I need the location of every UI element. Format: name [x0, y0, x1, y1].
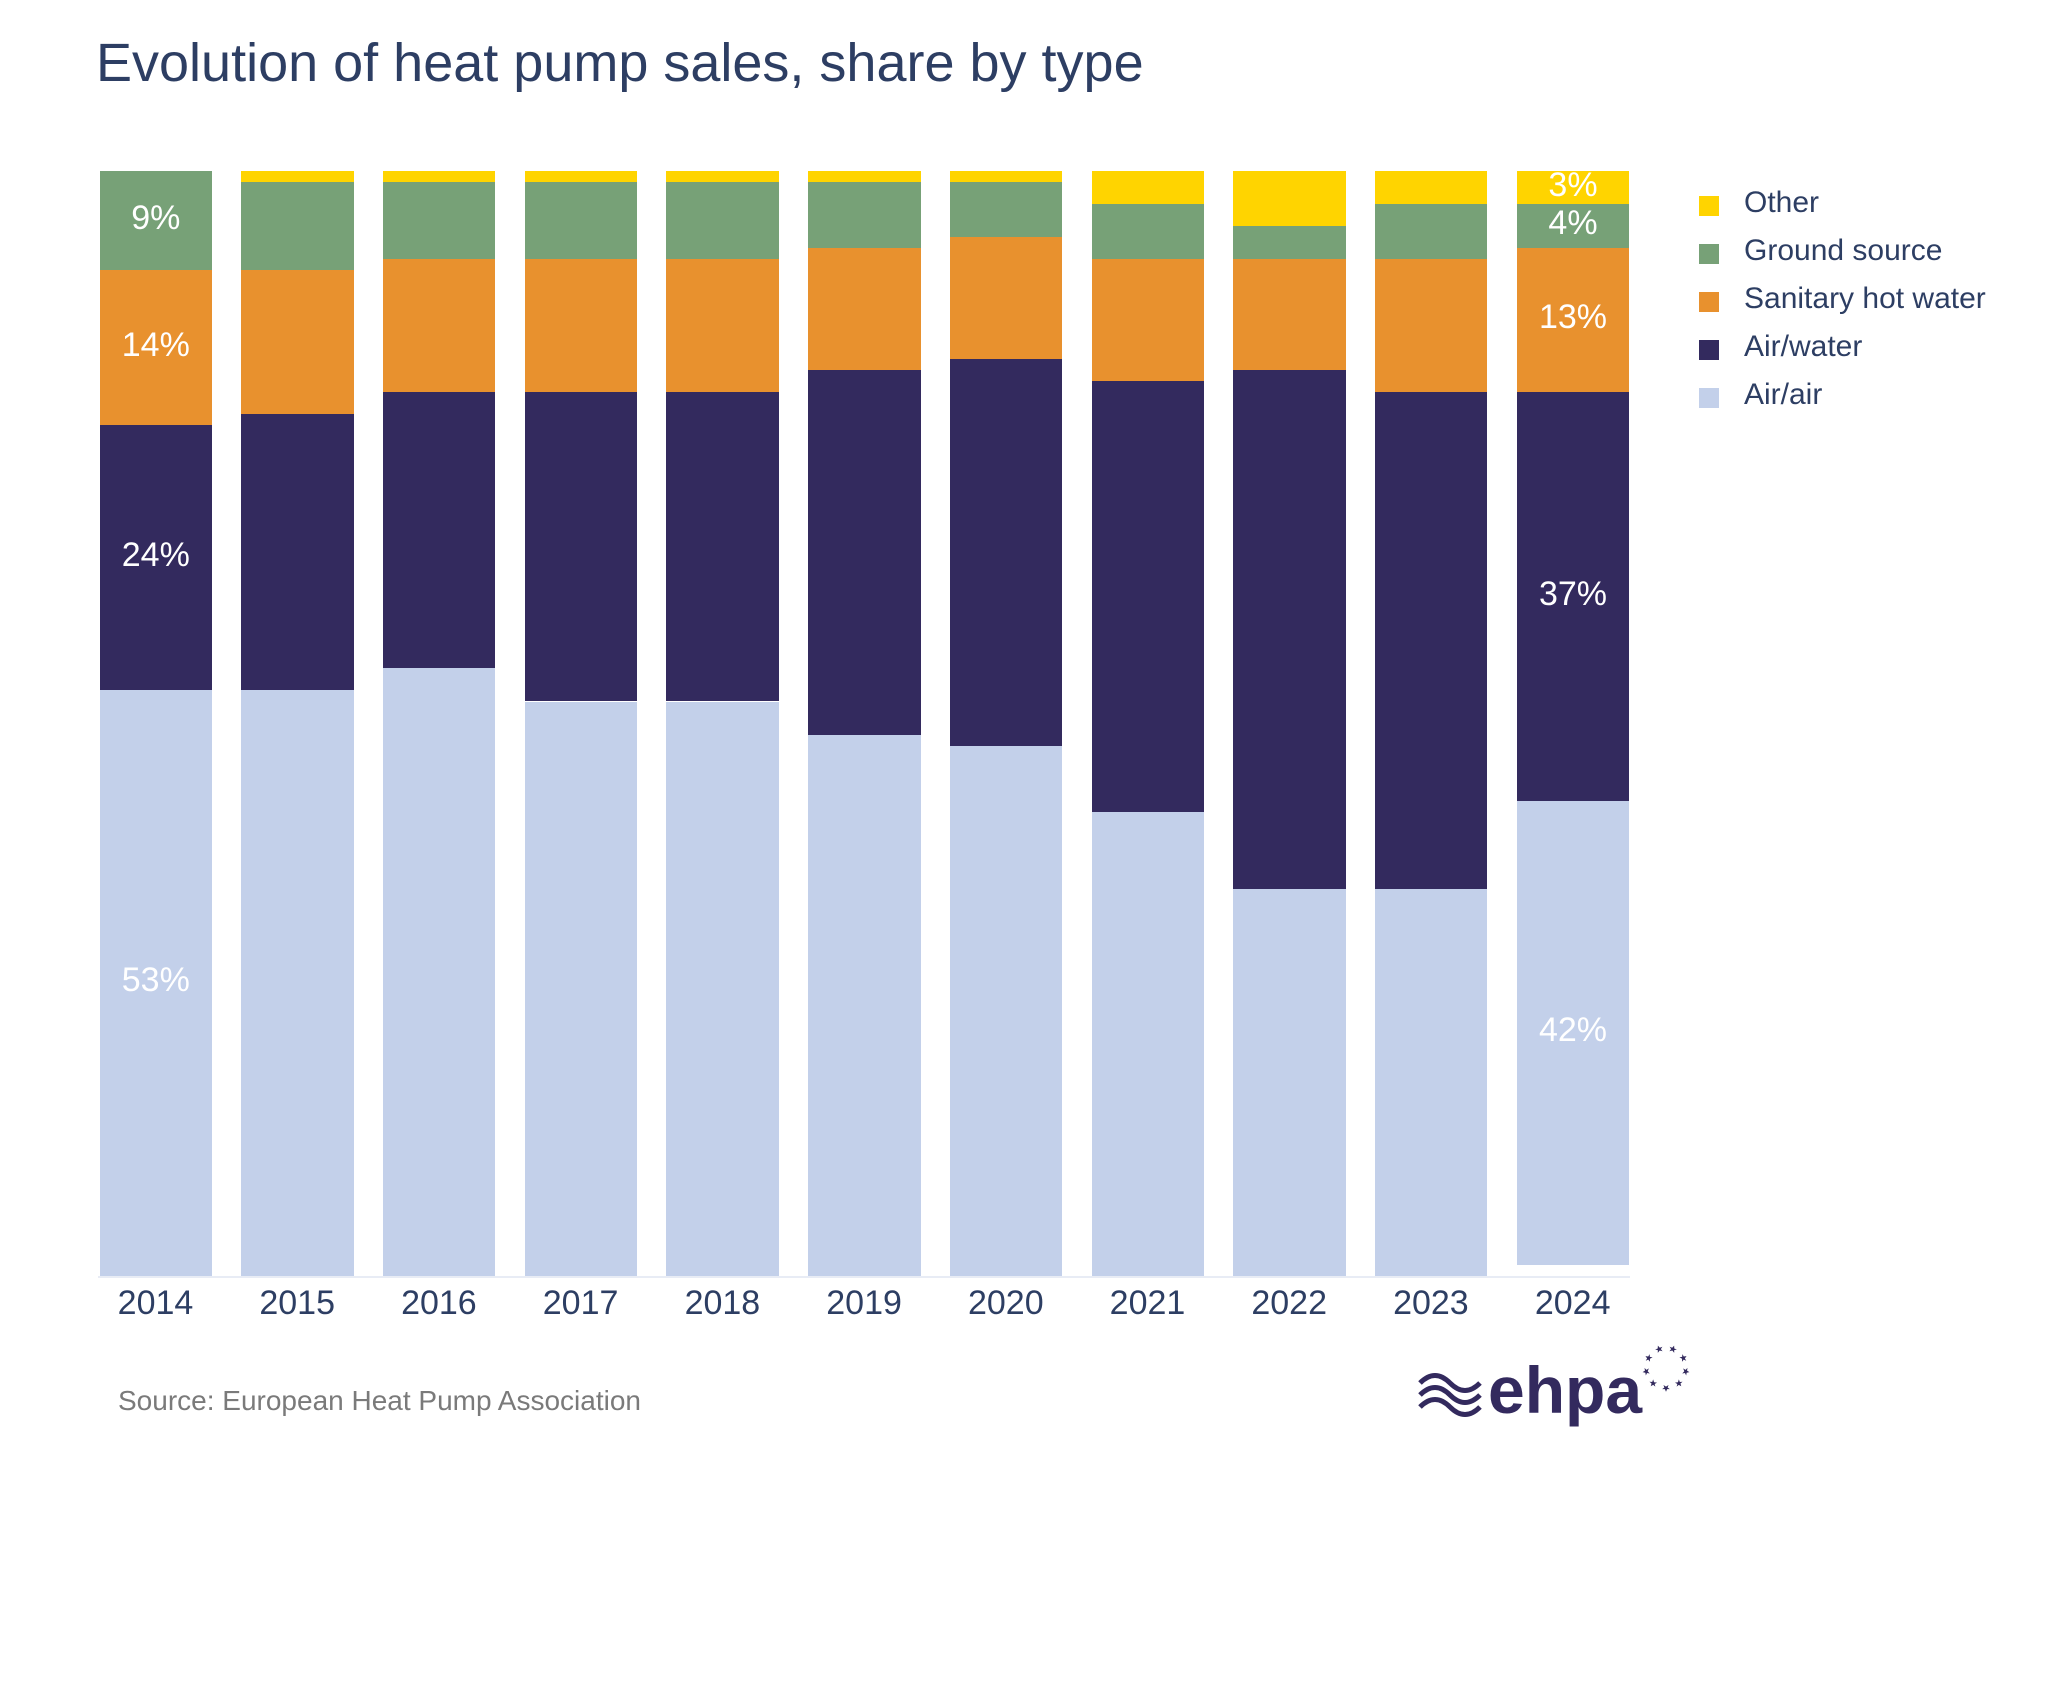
svg-text:ehpa: ehpa	[1488, 1353, 1643, 1427]
